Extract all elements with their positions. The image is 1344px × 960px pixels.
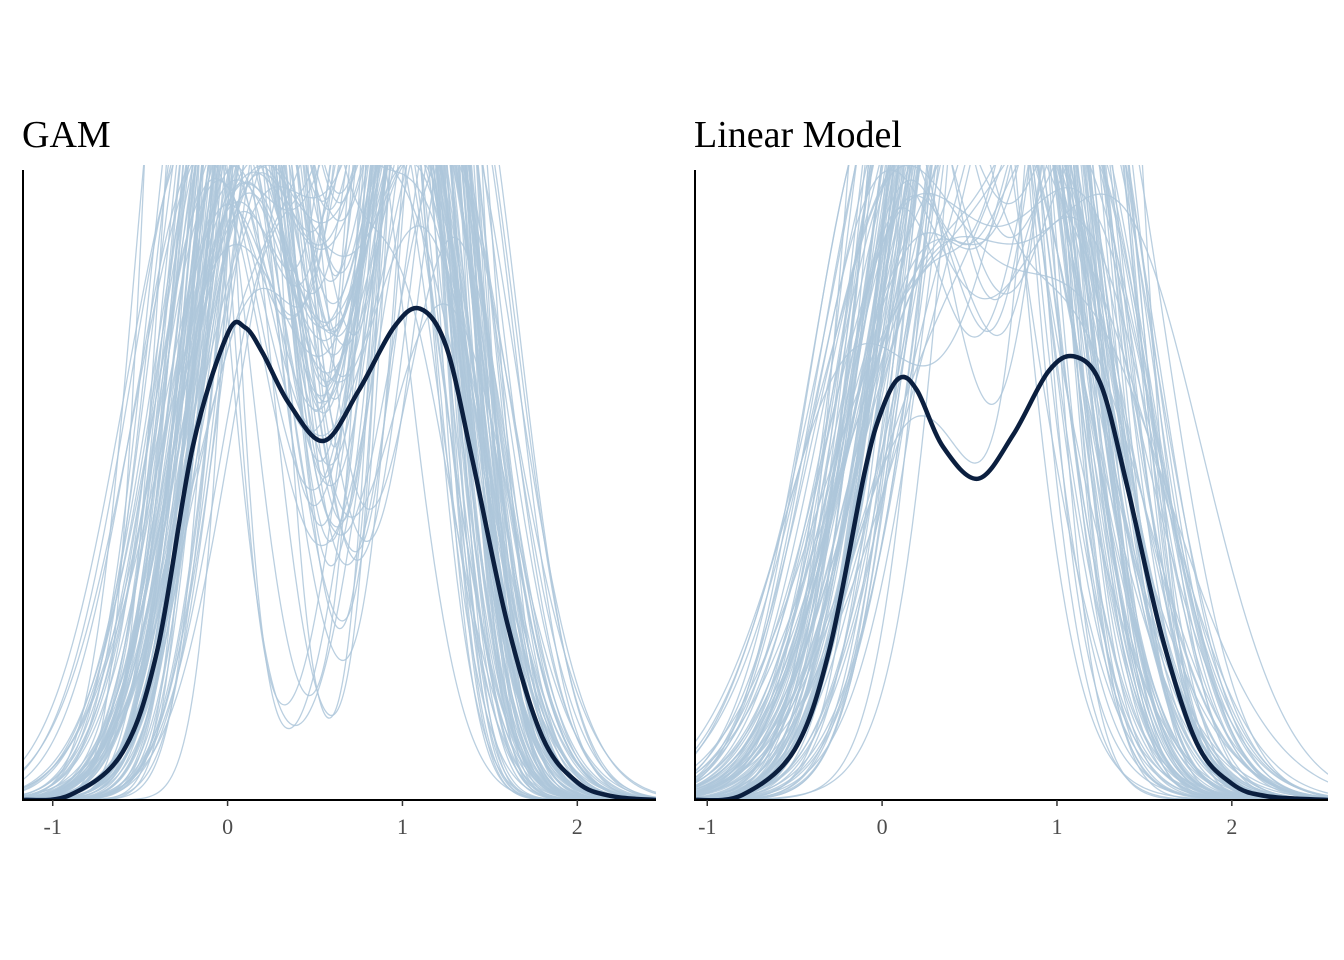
x-tick-label: 1: [1051, 814, 1062, 839]
x-tick-label: -1: [44, 814, 62, 839]
replicate-curves: [23, 0, 656, 800]
panel-gam: -1 0 1 2 GAM: [22, 0, 656, 839]
x-tick-label: 1: [397, 814, 408, 839]
panel-linear-model: -1 0 1 2 Linear Model: [694, 0, 1328, 839]
panel-title: GAM: [22, 114, 111, 156]
panel-title: Linear Model: [694, 114, 902, 156]
x-tick-label: 2: [572, 814, 583, 839]
x-tick-label: 2: [1226, 814, 1237, 839]
x-tick-label: -1: [698, 814, 716, 839]
x-tick-label: 0: [222, 814, 233, 839]
x-tick-label: 0: [877, 814, 888, 839]
replicate-curve: [695, 120, 1328, 795]
